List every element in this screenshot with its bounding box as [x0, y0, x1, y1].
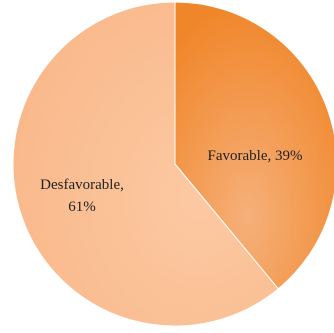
pie-slice-favorable — [174, 1, 334, 290]
pie-label-line: Desfavorable, — [40, 177, 124, 193]
pie-label-desfavorable: Desfavorable, 61% — [40, 177, 124, 215]
pie-labels: Favorable, 39% Desfavorable, 61% — [40, 148, 302, 215]
pie-label-line: 61% — [68, 199, 96, 215]
pie-label-favorable: Favorable, 39% — [208, 148, 303, 164]
pie-slices — [12, 1, 334, 327]
pie-label-line: Favorable, 39% — [208, 148, 303, 164]
pie-slice-desfavorable — [12, 1, 279, 327]
